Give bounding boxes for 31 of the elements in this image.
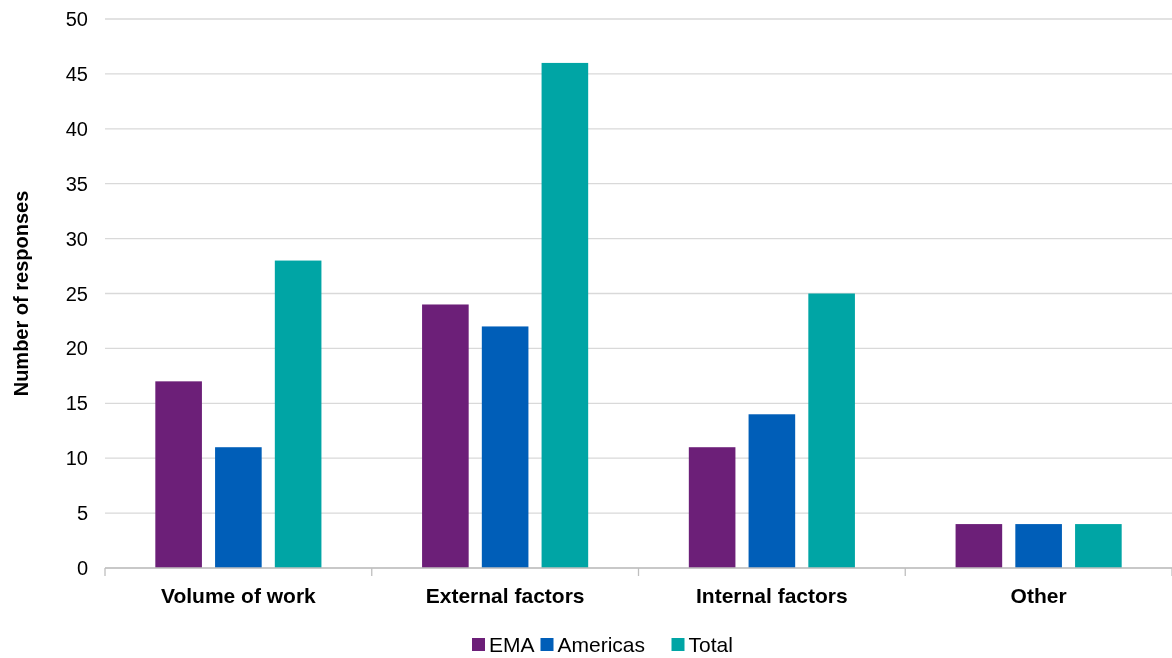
legend-label: Americas [557, 633, 646, 657]
bar [422, 304, 469, 568]
bar [155, 381, 202, 568]
bar [481, 326, 529, 568]
x-tick-label: Internal factors [696, 584, 848, 607]
bar [541, 62, 589, 568]
y-tick-label: 10 [65, 447, 88, 470]
bar [1075, 524, 1122, 568]
bar [1015, 524, 1062, 568]
y-tick-label: 30 [65, 227, 88, 250]
legend-label: EMA [489, 633, 535, 657]
bar [748, 414, 796, 568]
y-tick-label: 25 [65, 282, 88, 305]
y-tick-label: 5 [76, 502, 88, 525]
x-tick-label: External factors [425, 584, 585, 607]
y-tick-label: 50 [65, 8, 88, 30]
x-tick-label: Other [1010, 584, 1067, 607]
bar [274, 260, 322, 568]
x-tick-label: Volume of work [160, 584, 317, 607]
y-tick-label: 0 [76, 557, 88, 579]
y-tick-label: 20 [65, 337, 88, 360]
y-tick-label: 40 [65, 117, 88, 140]
bar [808, 293, 855, 568]
legend-label: Total [688, 633, 733, 657]
bar [688, 447, 736, 568]
y-axis-title: Number of responses [10, 190, 32, 397]
y-tick-label: 45 [65, 62, 88, 85]
y-tick-label: 15 [65, 392, 88, 415]
bar [955, 524, 1003, 568]
bar [215, 447, 262, 568]
y-tick-label: 35 [65, 172, 88, 195]
